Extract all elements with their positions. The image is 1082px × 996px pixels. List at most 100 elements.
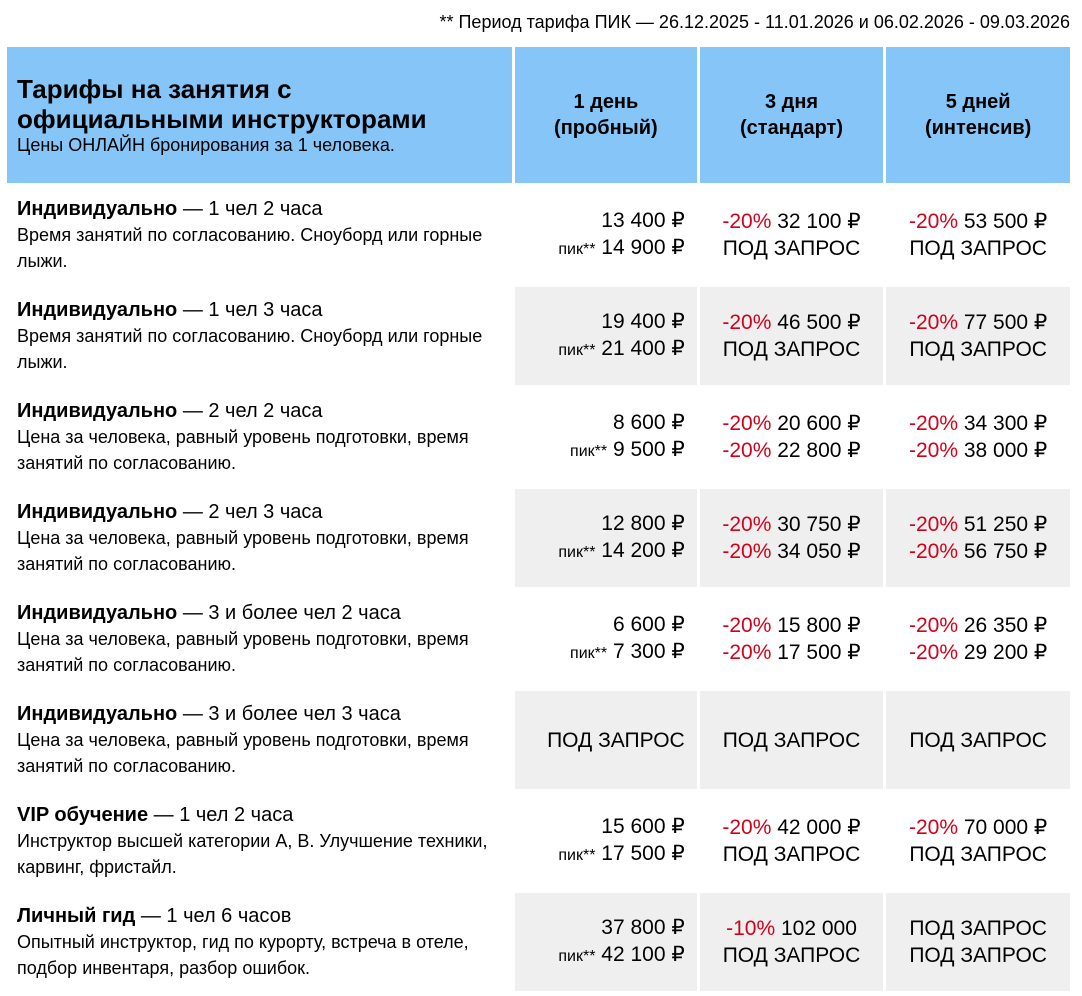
- peak-price: 9 500 ₽: [612, 438, 685, 461]
- price-5-days: -20% 53 500 ₽ ПОД ЗАПРОС: [886, 186, 1070, 284]
- price-line: ПОД ЗАПРОС: [722, 338, 861, 361]
- price-line: -20% 29 200 ₽: [909, 641, 1048, 664]
- price-line: -20% 38 000 ₽: [909, 439, 1048, 462]
- col-header-3-days: 3 дня (стандарт): [699, 47, 884, 183]
- discount-badge: -20%: [722, 513, 772, 536]
- price-line: -20% 30 750 ₽: [722, 513, 861, 536]
- price-line: -20% 20 600 ₽: [722, 412, 861, 435]
- tariff-description: Индивидуально — 3 и более чел 2 часа Цена…: [17, 602, 469, 675]
- tariff-description: Индивидуально — 3 и более чел 3 часа Цена…: [17, 703, 469, 776]
- discount-badge: -20%: [722, 439, 772, 462]
- discount-badge: -20%: [722, 311, 772, 334]
- col-header-1-day: 1 день (пробный): [515, 47, 697, 183]
- regular-price: 13 400 ₽: [601, 209, 685, 232]
- price-3-days: -20% 46 500 ₽ ПОД ЗАПРОС: [699, 287, 884, 385]
- peak-label: пик**: [558, 241, 596, 258]
- table-title: Тарифы на занятия с официальными инструк…: [17, 74, 427, 134]
- col-header-5-days: 5 дней (интенсив): [886, 47, 1070, 183]
- price-1-day: 37 800 ₽ пик** 42 100 ₽: [515, 893, 697, 991]
- discount-badge: -10%: [726, 917, 776, 940]
- discount-badge: -20%: [722, 210, 772, 233]
- peak-label: пик**: [558, 847, 596, 864]
- price-5-days: ПОД ЗАПРОС ПОД ЗАПРОС: [886, 893, 1070, 991]
- price-line: ПОД ЗАПРОС: [909, 237, 1047, 260]
- regular-price: 8 600 ₽: [612, 411, 685, 434]
- discount-badge: -20%: [909, 641, 959, 664]
- peak-price: 14 900 ₽: [601, 236, 685, 259]
- price-line: ПОД ЗАПРОС: [909, 944, 1047, 967]
- price-1-day: ПОД ЗАПРОС: [515, 691, 697, 789]
- peak-price: 14 200 ₽: [601, 539, 685, 562]
- price-line: -20% 42 000 ₽: [722, 816, 861, 839]
- tariff-description: Индивидуально — 2 чел 2 часа Цена за чело…: [17, 400, 469, 473]
- table-row: Индивидуально — 2 чел 2 часа Цена за чело…: [7, 388, 1070, 486]
- price-3-days: -20% 30 750 ₽ -20% 34 050 ₽: [699, 489, 884, 587]
- price-1-day: 19 400 ₽ пик** 21 400 ₽: [515, 287, 697, 385]
- table-row: Индивидуально — 3 и более чел 3 часа Цена…: [7, 691, 1070, 789]
- price-5-days: -20% 34 300 ₽ -20% 38 000 ₽: [886, 388, 1070, 486]
- price-line: -20% 53 500 ₽: [909, 210, 1048, 233]
- table-row: Индивидуально — 2 чел 3 часа Цена за чело…: [7, 489, 1070, 587]
- peak-label: пик**: [570, 443, 608, 460]
- table-row: VIP обучение — 1 чел 2 часа Инструктор вы…: [7, 792, 1070, 890]
- peak-price: 7 300 ₽: [612, 640, 685, 663]
- price-line: -20% 77 500 ₽: [909, 311, 1048, 334]
- price-5-days: ПОД ЗАПРОС: [886, 691, 1070, 789]
- table-row: Личный гид — 1 чел 6 часов Опытный инстру…: [7, 893, 1070, 991]
- table-row: Индивидуально — 3 и более чел 2 часа Цена…: [7, 590, 1070, 688]
- table-row: Индивидуально — 1 чел 2 часа Время заняти…: [7, 186, 1070, 284]
- peak-price: 21 400 ₽: [601, 337, 685, 360]
- price-1-day: 12 800 ₽ пик** 14 200 ₽: [515, 489, 697, 587]
- table-row: Индивидуально — 1 чел 3 часа Время заняти…: [7, 287, 1070, 385]
- price-line: -20% 34 050 ₽: [722, 540, 861, 563]
- price-line: -20% 15 800 ₽: [722, 614, 861, 637]
- price-line: ПОД ЗАПРОС: [722, 843, 861, 866]
- table-title-cell: Тарифы на занятия с официальными инструк…: [7, 47, 513, 183]
- price-3-days: -10% 102 000 ПОД ЗАПРОС: [699, 893, 884, 991]
- discount-badge: -20%: [909, 614, 959, 637]
- price-line: ПОД ЗАПРОС: [722, 237, 861, 260]
- price-line: -20% 34 300 ₽: [909, 412, 1048, 435]
- price-line: -20% 26 350 ₽: [909, 614, 1048, 637]
- price-line: ПОД ЗАПРОС: [909, 917, 1047, 940]
- discount-badge: -20%: [909, 513, 959, 536]
- tariff-description: VIP обучение — 1 чел 2 часа Инструктор вы…: [17, 804, 488, 877]
- peak-label: пик**: [558, 342, 596, 359]
- tariff-description: Индивидуально — 1 чел 3 часа Время заняти…: [17, 299, 483, 372]
- discount-badge: -20%: [909, 311, 959, 334]
- price-line: -20% 70 000 ₽: [909, 816, 1048, 839]
- price-line: -20% 46 500 ₽: [722, 311, 861, 334]
- peak-label: пик**: [570, 645, 608, 662]
- discount-badge: -20%: [909, 816, 959, 839]
- peak-label: пик**: [558, 544, 596, 561]
- price-line: -20% 51 250 ₽: [909, 513, 1048, 536]
- discount-badge: -20%: [909, 412, 959, 435]
- price-line: -20% 22 800 ₽: [722, 439, 861, 462]
- price-line: -20% 32 100 ₽: [722, 210, 861, 233]
- price-line: -10% 102 000: [726, 917, 857, 940]
- price-1-day: 6 600 ₽ пик** 7 300 ₽: [515, 590, 697, 688]
- price-5-days: -20% 51 250 ₽ -20% 56 750 ₽: [886, 489, 1070, 587]
- price-line: ПОД ЗАПРОС: [909, 338, 1047, 361]
- price-line: ПОД ЗАПРОС: [722, 944, 861, 967]
- peak-label: пик**: [558, 948, 596, 965]
- discount-badge: -20%: [909, 210, 959, 233]
- price-line: -20% 56 750 ₽: [909, 540, 1048, 563]
- header-row: Тарифы на занятия с официальными инструк…: [7, 47, 1070, 183]
- price-1-day: 13 400 ₽ пик** 14 900 ₽: [515, 186, 697, 284]
- price-5-days: -20% 77 500 ₽ ПОД ЗАПРОС: [886, 287, 1070, 385]
- discount-badge: -20%: [722, 816, 772, 839]
- tariff-description: Личный гид — 1 чел 6 часов Опытный инстру…: [17, 905, 469, 978]
- pricing-table: Тарифы на занятия с официальными инструк…: [4, 44, 1073, 994]
- tariff-description: Индивидуально — 1 чел 2 часа Время заняти…: [17, 198, 483, 271]
- price-line: ПОД ЗАПРОС: [909, 843, 1047, 866]
- discount-badge: -20%: [722, 614, 772, 637]
- price-1-day: 8 600 ₽ пик** 9 500 ₽: [515, 388, 697, 486]
- price-3-days: ПОД ЗАПРОС: [699, 691, 884, 789]
- price-3-days: -20% 32 100 ₽ ПОД ЗАПРОС: [700, 186, 884, 284]
- discount-badge: -20%: [909, 540, 959, 563]
- price-5-days: -20% 70 000 ₽ ПОД ЗАПРОС: [886, 792, 1070, 890]
- price-1-day: 15 600 ₽ пик** 17 500 ₽: [515, 792, 697, 890]
- regular-price: 15 600 ₽: [601, 815, 685, 838]
- peak-price: 17 500 ₽: [601, 842, 685, 865]
